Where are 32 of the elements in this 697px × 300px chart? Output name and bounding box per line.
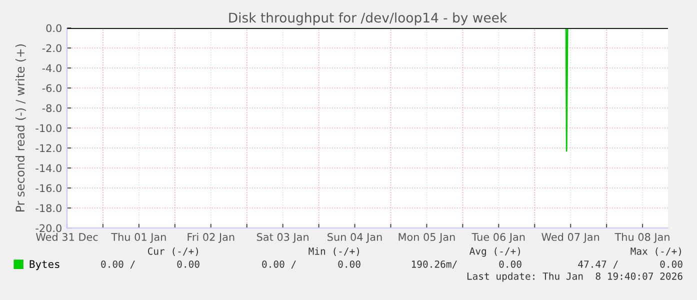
text: Avg (-/+) — [470, 247, 520, 257]
x-tick-label: Mon 05 Jan — [398, 233, 455, 243]
y-tick-label: -6.0 — [42, 84, 62, 92]
text: 0.00 / 0.00 — [262, 260, 360, 269]
text: Max (-/+) — [630, 247, 681, 256]
y-tick-label: -20.0 — [36, 224, 62, 232]
y-tick-label: -16.0 — [36, 184, 62, 192]
chart-title: Disk throughput for /dev/loop14 - by week — [229, 12, 508, 26]
x-tick-label: Tue 06 Jan — [472, 233, 525, 243]
y-tick-label: -4.0 — [42, 64, 62, 72]
x-tick-label: Wed 31 Dec — [36, 232, 98, 241]
x-tick-label: Wed 07 Jan — [542, 232, 600, 243]
y-axis-title: Pr second read (-) / write (+) — [15, 44, 26, 212]
text: Last update: Thu Jan 8 19:40:07 2026 — [467, 272, 682, 282]
y-tick-label: 0.0 — [46, 24, 62, 32]
y-tick-label: -18.0 — [36, 204, 62, 212]
x-tick-label: Thu 01 Jan — [111, 232, 166, 243]
legend-label: Bytes — [30, 260, 60, 270]
y-tick-label: -12.0 — [36, 144, 62, 152]
text: 47.47 / 0.00 — [578, 260, 682, 269]
text: Cur (-/+) — [148, 247, 198, 256]
y-tick-label: -8.0 — [42, 104, 62, 112]
text: 190.26m/ 0.00 — [412, 260, 522, 269]
x-tick-label: Sat 03 Jan — [257, 233, 308, 243]
y-tick-label: -10.0 — [36, 124, 62, 132]
y-tick-label: -2.0 — [42, 44, 62, 52]
y-tick-label: -14.0 — [36, 164, 62, 172]
text: 0.00 / 0.00 — [101, 260, 200, 269]
x-tick-label: Sun 04 Jan — [328, 233, 382, 243]
text: Min (-/+) — [308, 247, 359, 256]
x-tick-label: Thu 08 Jan — [614, 232, 670, 243]
x-tick-label: Fri 02 Jan — [188, 232, 234, 243]
